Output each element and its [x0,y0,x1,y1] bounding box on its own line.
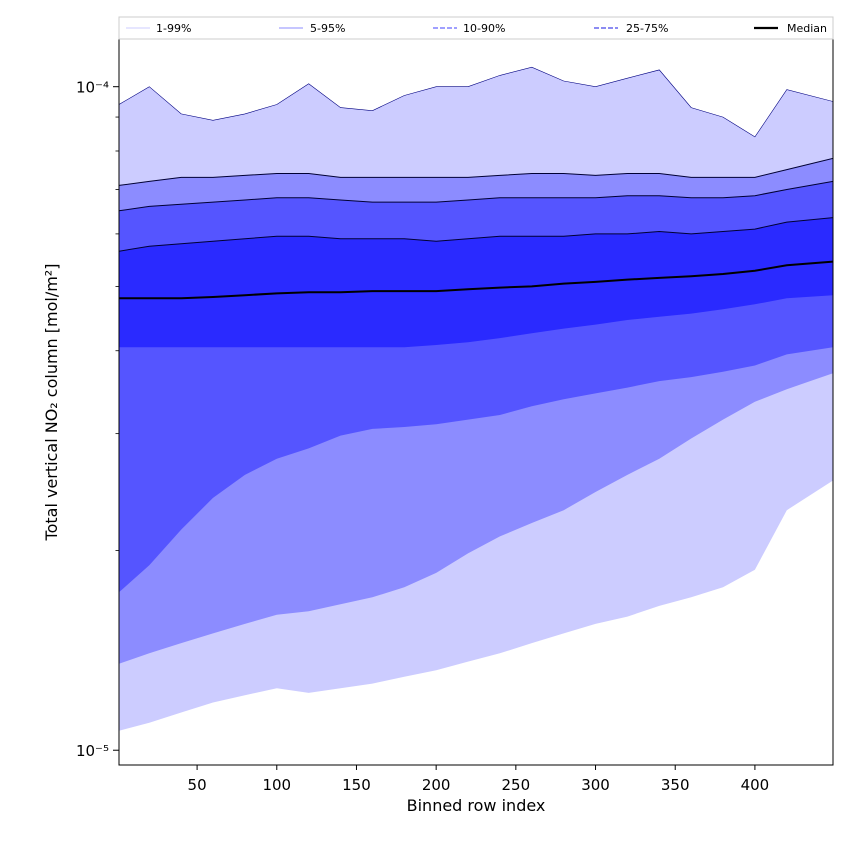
x-tick-label: 200 [422,776,451,794]
x-tick-label: 400 [741,776,770,794]
legend: 1-99% 5-95% 10-90% 25-75% Median [118,16,834,40]
band-25-75pct [119,217,833,348]
x-axis-label: Binned row index [407,796,546,815]
band-upper-line-1-99pct [119,66,833,138]
axes: 50 100 150 200 250 300 350 400 10⁻⁵ 10⁻⁴ [76,79,769,794]
legend-label: 10-90% [463,22,505,35]
x-tick-label: 250 [502,776,531,794]
x-tick-label: 50 [188,776,207,794]
median-line [119,260,833,300]
legend-label: 1-99% [156,22,191,35]
x-tick-label: 300 [581,776,610,794]
legend-box [118,16,834,40]
x-tick-label: 100 [262,776,291,794]
band-upper-line-5-95pct [119,157,833,186]
legend-label: 5-95% [310,22,345,35]
legend-label: 25-75% [626,22,668,35]
y-axis-label: Total vertical NO₂ column [mol/m²] [42,264,61,542]
plot-area [119,66,833,731]
legend-label: Median [787,22,827,35]
y-tick-label: 10⁻⁴ [76,79,109,97]
band-upper-line-10-90pct [119,180,833,212]
band-upper-line-25-75pct [119,217,833,252]
x-tick-label: 150 [342,776,371,794]
y-tick-label: 10⁻⁵ [76,742,109,760]
x-tick-label: 350 [661,776,690,794]
